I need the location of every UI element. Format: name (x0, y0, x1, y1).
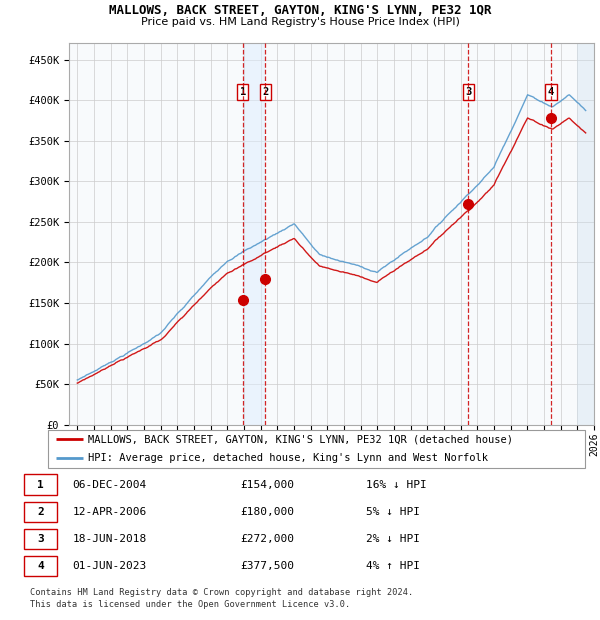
Text: £377,500: £377,500 (241, 561, 295, 571)
Text: 2: 2 (37, 507, 44, 517)
Text: MALLOWS, BACK STREET, GAYTON, KING'S LYNN, PE32 1QR (detached house): MALLOWS, BACK STREET, GAYTON, KING'S LYN… (88, 434, 513, 445)
Bar (577, 43, 594, 425)
Text: 4% ↑ HPI: 4% ↑ HPI (366, 561, 420, 571)
FancyBboxPatch shape (24, 474, 57, 495)
FancyBboxPatch shape (24, 556, 57, 577)
FancyBboxPatch shape (24, 502, 57, 522)
Text: £272,000: £272,000 (241, 534, 295, 544)
Text: 4: 4 (548, 87, 554, 97)
Bar (242, 43, 265, 425)
Text: £154,000: £154,000 (241, 480, 295, 490)
Text: 1: 1 (239, 87, 246, 97)
Text: 2: 2 (262, 87, 268, 97)
Text: 12-APR-2006: 12-APR-2006 (73, 507, 146, 517)
Text: 4: 4 (37, 561, 44, 571)
Text: 16% ↓ HPI: 16% ↓ HPI (366, 480, 427, 490)
Text: 06-DEC-2004: 06-DEC-2004 (73, 480, 146, 490)
Text: £180,000: £180,000 (241, 507, 295, 517)
Text: 3: 3 (37, 534, 44, 544)
Text: HPI: Average price, detached house, King's Lynn and West Norfolk: HPI: Average price, detached house, King… (88, 453, 488, 464)
Text: 1: 1 (37, 480, 44, 490)
Text: 18-JUN-2018: 18-JUN-2018 (73, 534, 146, 544)
FancyBboxPatch shape (24, 529, 57, 549)
Text: 2% ↓ HPI: 2% ↓ HPI (366, 534, 420, 544)
Text: 01-JUN-2023: 01-JUN-2023 (73, 561, 146, 571)
Text: This data is licensed under the Open Government Licence v3.0.: This data is licensed under the Open Gov… (30, 600, 350, 609)
Text: 3: 3 (465, 87, 472, 97)
Text: 5% ↓ HPI: 5% ↓ HPI (366, 507, 420, 517)
Text: MALLOWS, BACK STREET, GAYTON, KING'S LYNN, PE32 1QR: MALLOWS, BACK STREET, GAYTON, KING'S LYN… (109, 4, 491, 17)
Text: Contains HM Land Registry data © Crown copyright and database right 2024.: Contains HM Land Registry data © Crown c… (30, 588, 413, 597)
Text: Price paid vs. HM Land Registry's House Price Index (HPI): Price paid vs. HM Land Registry's House … (140, 17, 460, 27)
